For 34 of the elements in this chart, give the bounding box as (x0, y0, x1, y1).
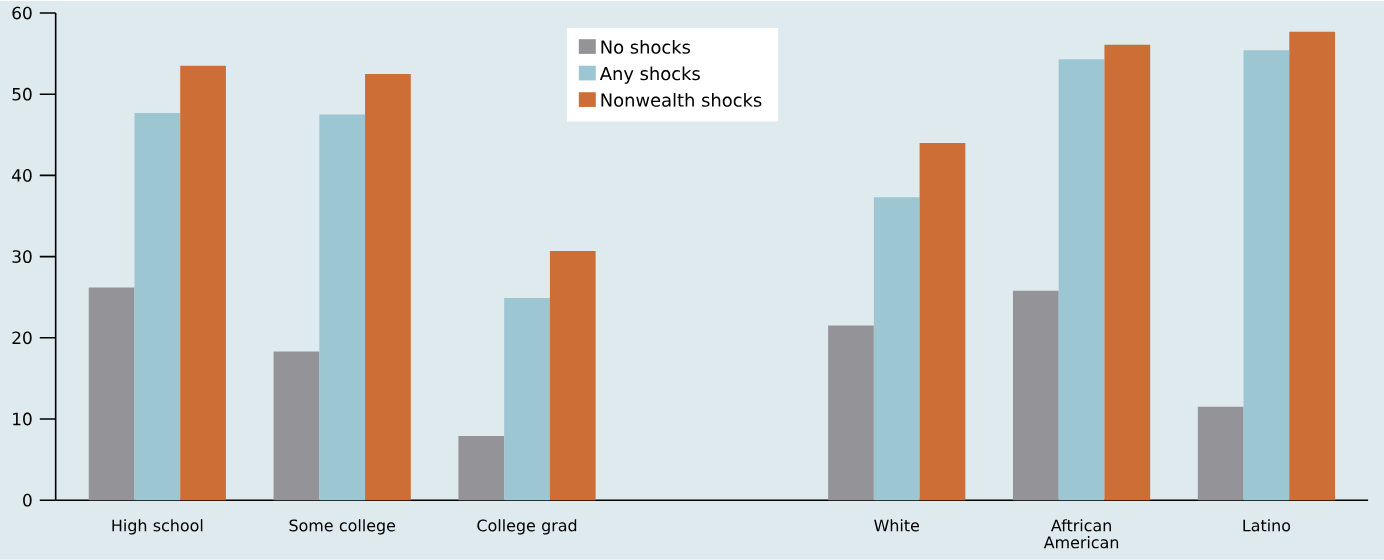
legend-label: No shocks (601, 40, 691, 54)
bar (873, 197, 920, 501)
bar (1243, 50, 1290, 501)
bar (88, 287, 135, 501)
y-tick-label: 10 (13, 412, 32, 426)
y-tick-label: 30 (12, 250, 32, 264)
y-tick-label: 40 (12, 169, 32, 182)
x-tick-label: Some college (289, 519, 396, 535)
legend-label: Any shocks (599, 66, 700, 84)
bar (458, 436, 505, 501)
bar (1058, 59, 1105, 501)
x-tick-label: Latino (1243, 519, 1291, 532)
bar (1197, 406, 1244, 501)
bar (919, 143, 966, 501)
y-tick-label: 60 (12, 6, 32, 20)
bar (1012, 290, 1059, 501)
legend-label: Nonwealth shocks (601, 93, 762, 107)
bar (134, 112, 181, 501)
bar (365, 73, 411, 501)
y-tick-label: 50 (12, 87, 32, 101)
bar (828, 325, 874, 501)
x-tick-label: High school (112, 519, 203, 535)
bar (504, 298, 550, 501)
x-tick-label: College grad (477, 519, 577, 535)
bar (549, 250, 596, 501)
bar (1289, 31, 1336, 501)
bar (180, 65, 226, 501)
y-tick-label: 0 (23, 493, 32, 507)
x-tick-label: White (874, 519, 920, 532)
bar (273, 351, 320, 501)
bar (319, 114, 366, 501)
y-tick-label: 20 (12, 331, 32, 345)
x-tick-label: Aftrican American (1043, 519, 1119, 549)
bar (1104, 44, 1151, 501)
